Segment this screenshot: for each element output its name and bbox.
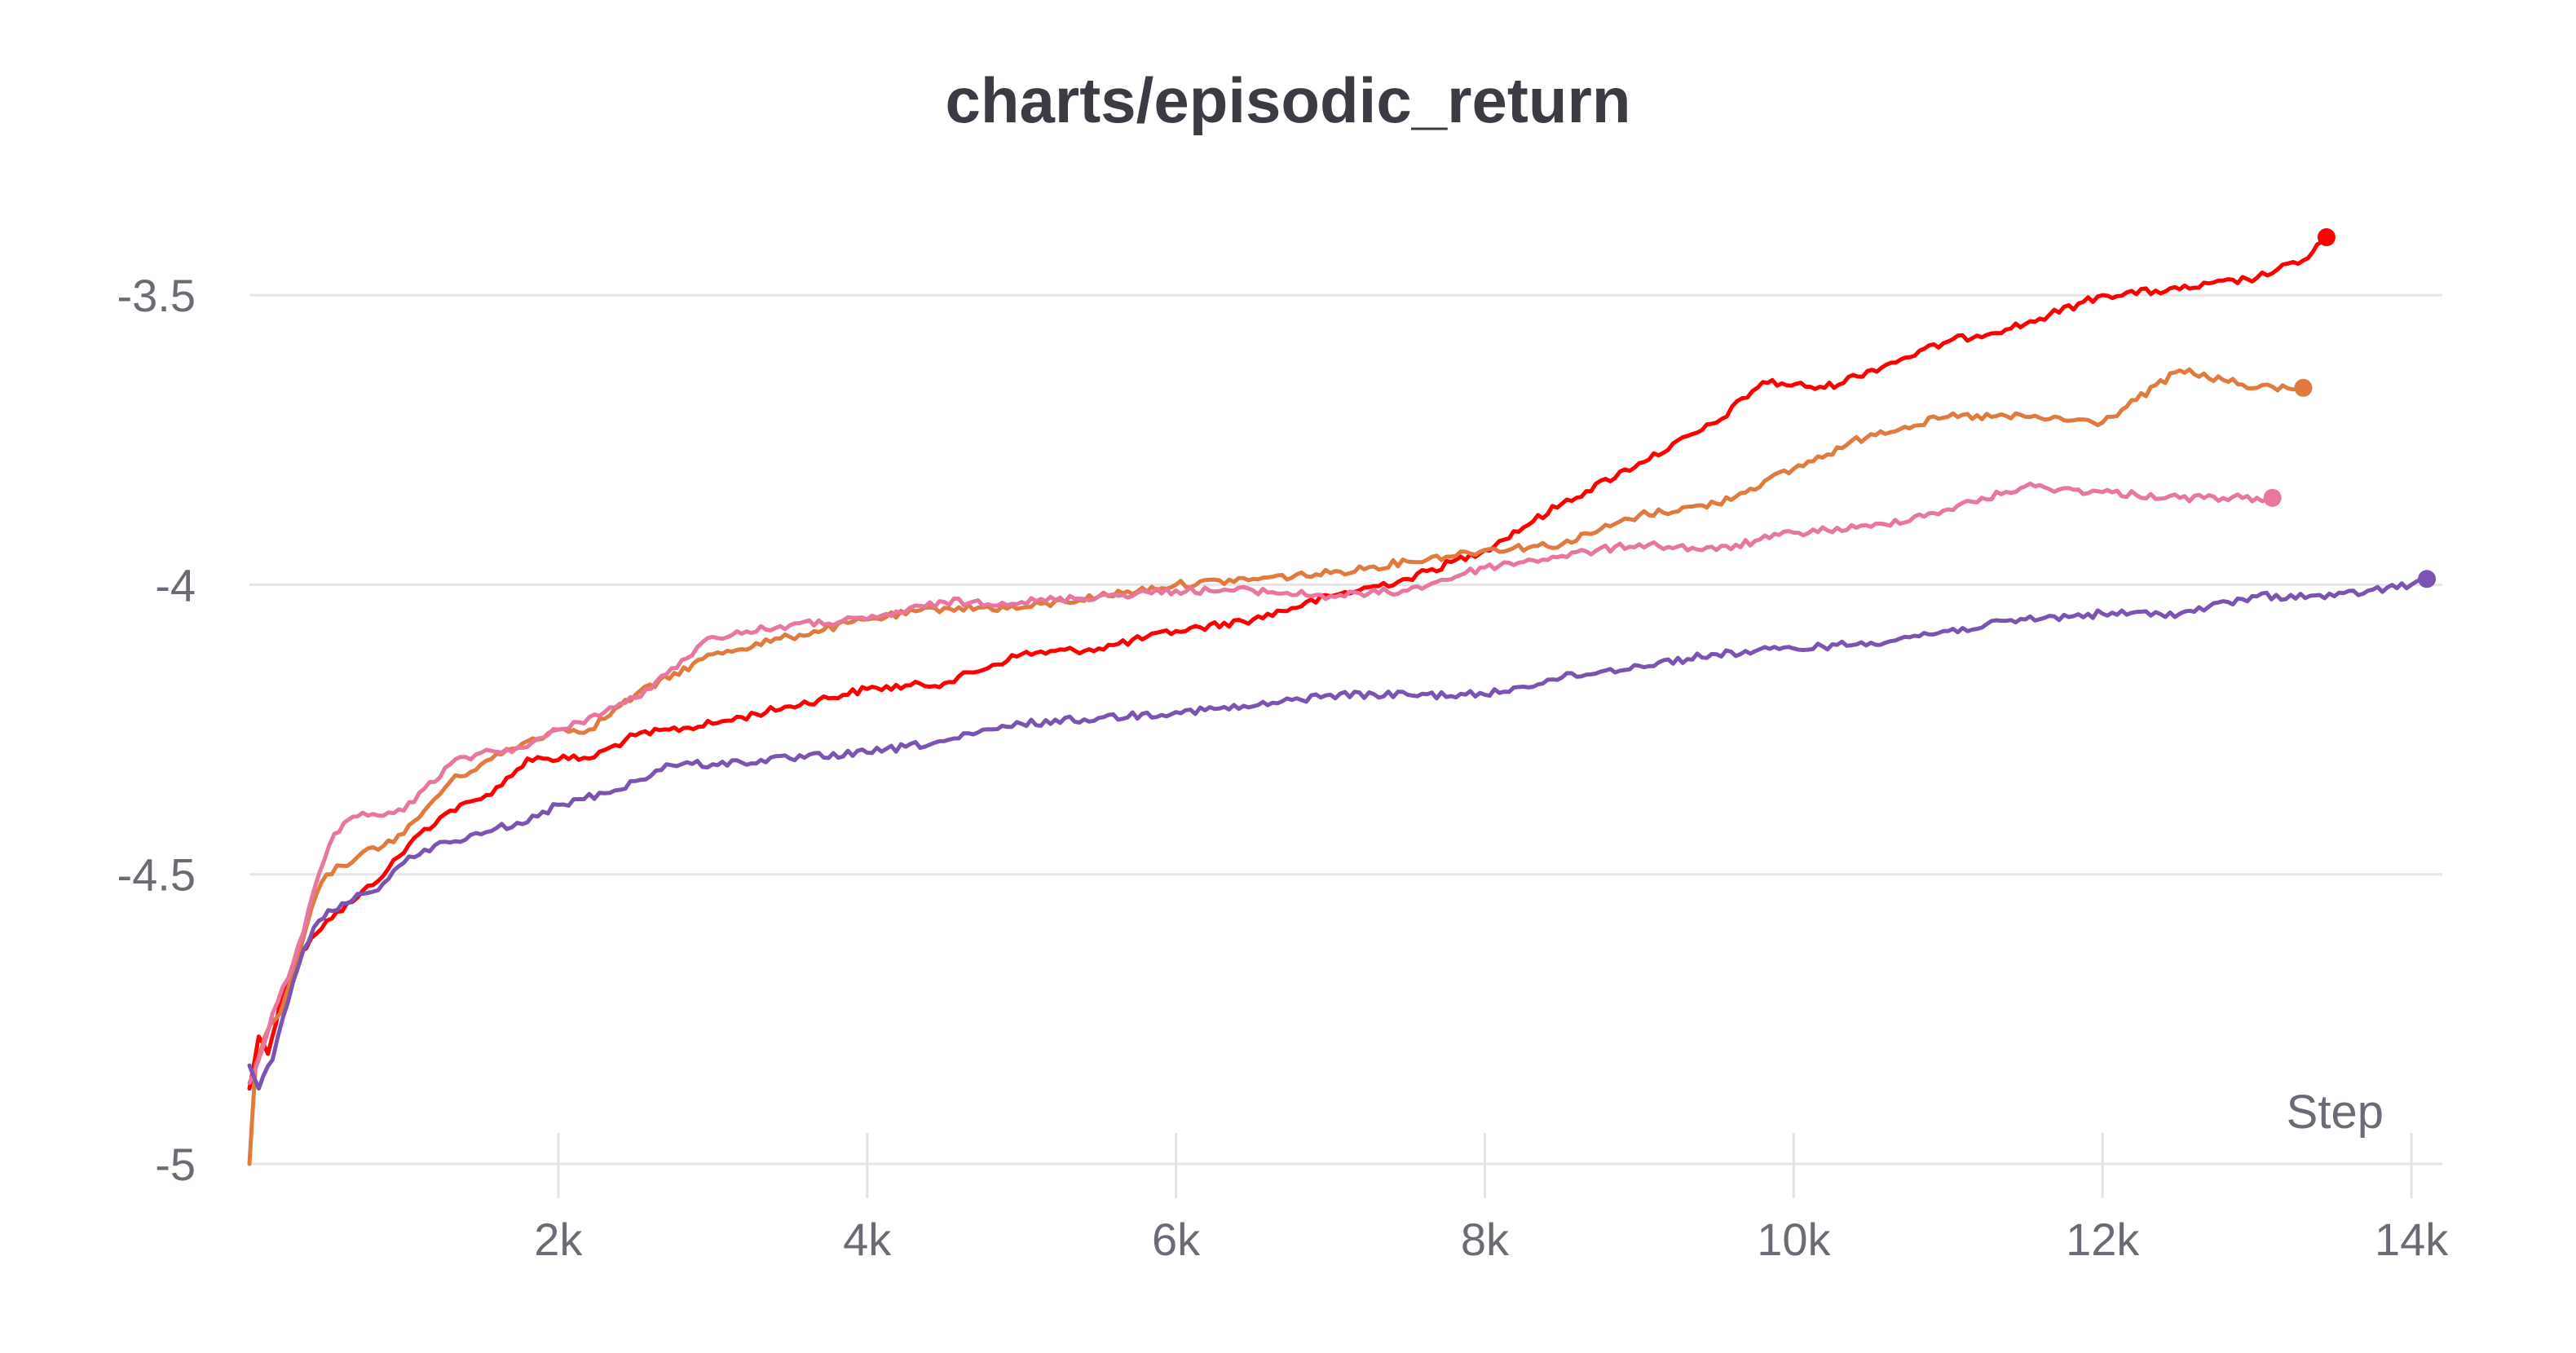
series-endpoint-run-orange [2294, 378, 2313, 397]
series-layer [247, 228, 2437, 1166]
x-tick-label: 12k [2066, 1214, 2140, 1265]
chart-title: charts/episodic_return [945, 64, 1631, 136]
x-axis: 2k 4k 6k 8k 10k 12k 14k [534, 1133, 2449, 1265]
y-axis: -3.5 -4 -4.5 -5 [117, 270, 196, 1190]
x-tick-label: 8k [1461, 1214, 1510, 1265]
series-endpoint-run-pink [2263, 488, 2282, 507]
x-tick-label: 6k [1152, 1214, 1201, 1265]
x-tick-label: 10k [1757, 1214, 1831, 1265]
series-line-run-orange [247, 367, 2305, 1166]
x-tick-label: 4k [843, 1214, 892, 1265]
y-tick-label: -4 [155, 559, 196, 610]
series-endpoint-run-purple [2418, 570, 2437, 588]
series-endpoint-run-red [2317, 228, 2336, 247]
series-line-run-red [247, 235, 2329, 1091]
y-tick-label: -4.5 [117, 849, 196, 901]
x-tick-label: 14k [2375, 1214, 2449, 1265]
y-tick-label: -3.5 [117, 270, 196, 321]
x-axis-label: Step [2287, 1086, 2384, 1139]
grid-layer [249, 293, 2442, 1166]
y-tick-label: -5 [155, 1139, 196, 1190]
series-line-run-pink [247, 481, 2275, 1085]
x-tick-label: 2k [534, 1214, 583, 1265]
series-line-run-purple [247, 576, 2429, 1091]
